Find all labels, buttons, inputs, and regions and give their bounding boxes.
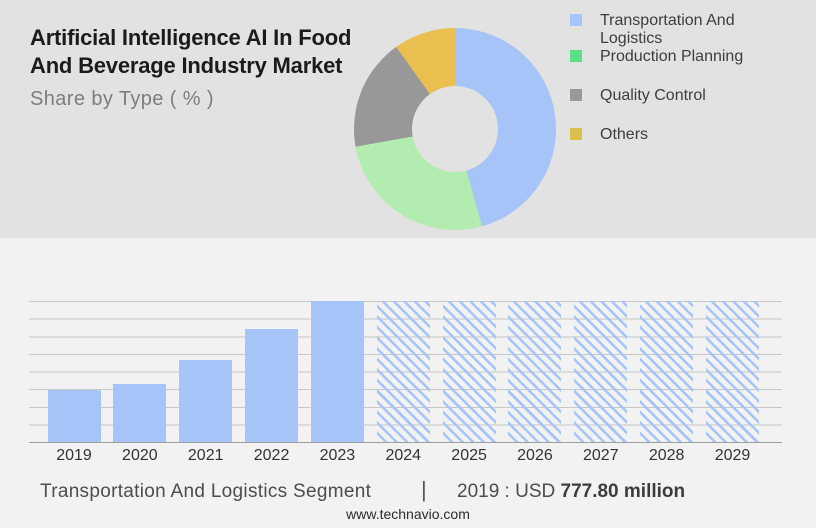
x-tick-2029: 2029 [714, 447, 751, 464]
x-tick-2019: 2019 [56, 447, 92, 464]
x-tick-2023: 2023 [319, 447, 356, 464]
x-tick-2021: 2021 [187, 447, 224, 464]
bar-2029 [706, 301, 759, 442]
x-tick-2027: 2027 [583, 447, 619, 464]
x-tick-2024: 2024 [385, 447, 422, 464]
bar-2026 [508, 301, 562, 442]
legend-swatch-icon [570, 89, 582, 101]
x-tick-2020: 2020 [122, 447, 158, 464]
footer-metric: 2019 : USD 777.80 million [457, 481, 685, 503]
website-url: www.technavio.com [346, 506, 470, 522]
bar-chart-plot [29, 301, 782, 443]
legend-item: Others [570, 126, 770, 144]
legend-label: Quality Control [600, 87, 706, 104]
legend-item: Quality Control [570, 87, 770, 105]
legend-swatch-icon [570, 50, 582, 62]
bar-2028 [640, 301, 694, 442]
x-axis-labels: 2019 2020 2021 2022 2023 2024 2025 2026 2027 2028… [29, 447, 782, 467]
title-line-1: Artificial Intelligence AI In Food [30, 25, 352, 50]
title-line-2: And Beverage Industry Market [30, 53, 343, 78]
bottom-section: 2019 2020 2021 2022 2023 2024 2025 2026 2027 2028… [0, 238, 816, 528]
x-tick-2025: 2025 [451, 447, 487, 464]
footer-segment-label: Transportation And Logistics Segment [40, 481, 372, 502]
x-tick-2022: 2022 [253, 447, 290, 464]
x-tick-2026: 2026 [517, 447, 553, 464]
footer-separator: | [421, 477, 427, 502]
legend-item: Production Planning [570, 48, 770, 66]
bar-2021 [179, 360, 233, 442]
donut-chart [354, 28, 556, 230]
page-title: Artificial Intelligence AI In Food And B… [30, 24, 351, 80]
bar-2024 [376, 301, 430, 442]
legend-swatch-icon [570, 128, 582, 140]
donut-hole [412, 86, 498, 172]
bar-2025 [442, 301, 496, 442]
legend-swatch-icon [570, 14, 582, 26]
bar-2020 [113, 384, 167, 442]
top-section: Artificial Intelligence AI In Food And B… [0, 0, 816, 238]
pie-legend: Transportation And Logistics Production P… [570, 12, 770, 165]
bar-2027 [574, 301, 628, 442]
bar-2023 [310, 301, 364, 442]
bar-2022 [245, 329, 299, 442]
metric-prefix: 2019 : USD [457, 481, 556, 502]
chart-subtitle: Share by Type ( % ) [30, 88, 214, 110]
legend-item: Transportation And Logistics [570, 12, 770, 48]
legend-label: Transportation And Logistics [600, 12, 735, 47]
legend-label: Production Planning [600, 48, 744, 65]
x-tick-2028: 2028 [648, 447, 685, 464]
metric-value: 777.80 million [560, 481, 686, 502]
bar-2019 [47, 389, 101, 442]
legend-label: Others [600, 126, 649, 143]
